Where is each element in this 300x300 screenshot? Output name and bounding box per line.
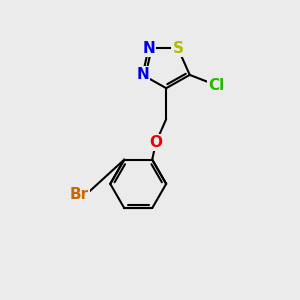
Text: Br: Br	[70, 187, 89, 202]
Text: Cl: Cl	[208, 78, 224, 93]
Text: N: N	[136, 68, 149, 82]
Text: N: N	[142, 41, 155, 56]
Text: S: S	[172, 41, 184, 56]
Text: O: O	[149, 135, 162, 150]
